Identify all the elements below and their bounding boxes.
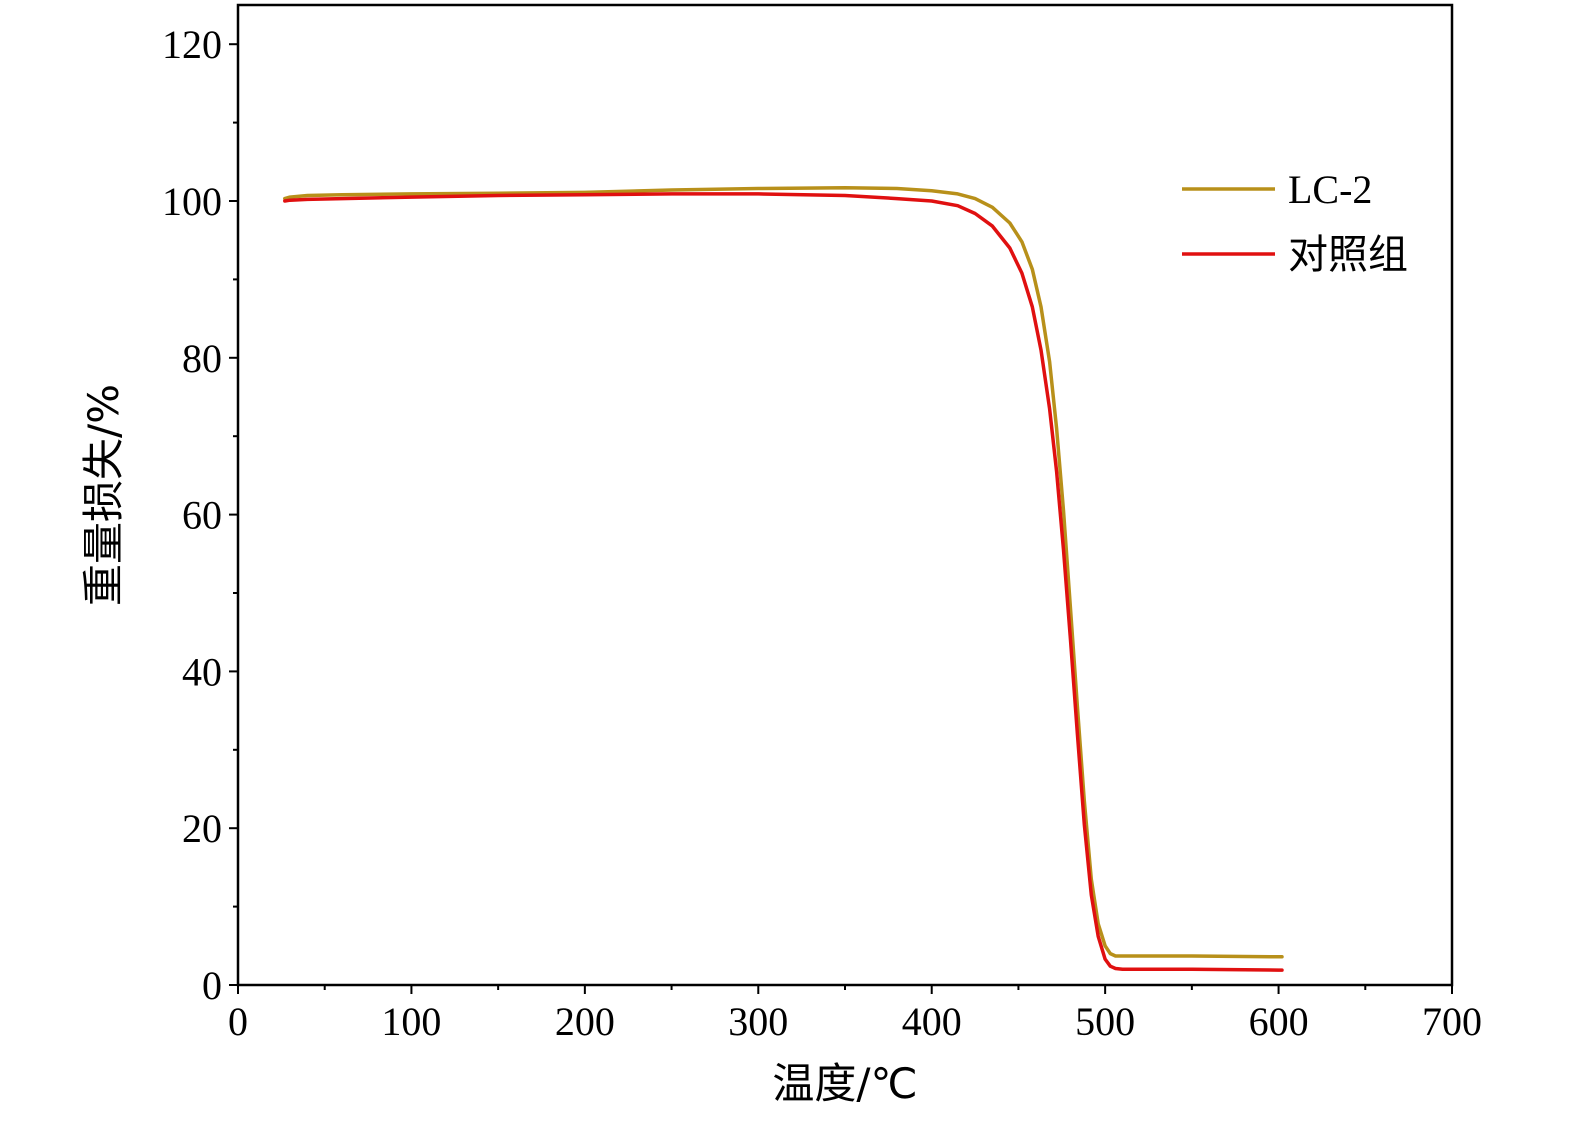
x-axis-title: 温度/℃ bbox=[772, 1059, 917, 1108]
y-tick-label: 120 bbox=[162, 22, 222, 67]
y-axis-title: 重量损失/% bbox=[79, 384, 128, 606]
x-tick-label: 500 bbox=[1075, 999, 1135, 1044]
x-tick-label: 600 bbox=[1249, 999, 1309, 1044]
y-tick-label: 40 bbox=[182, 649, 222, 694]
axis-tick-labels: 0 100 200 300 400 500 600 700 0 20 40 60 80 100 120 bbox=[162, 22, 1482, 1044]
data-series bbox=[283, 185, 1284, 972]
plot-frame bbox=[236, 3, 1454, 987]
x-tick-label: 200 bbox=[555, 999, 615, 1044]
y-tick-label: 100 bbox=[162, 179, 222, 224]
y-tick-label: 80 bbox=[182, 336, 222, 381]
x-tick-label: 100 bbox=[381, 999, 441, 1044]
y-tick-label: 60 bbox=[182, 493, 222, 538]
x-tick-label: 0 bbox=[228, 999, 248, 1044]
y-tick-label: 0 bbox=[202, 963, 222, 1008]
legend: LC-2 对照组 bbox=[1182, 167, 1408, 277]
x-tick-label: 400 bbox=[902, 999, 962, 1044]
y-tick-label: 20 bbox=[182, 806, 222, 851]
series-line-1 bbox=[283, 185, 1284, 959]
x-tick-label: 300 bbox=[728, 999, 788, 1044]
legend-label: LC-2 bbox=[1288, 167, 1372, 212]
legend-label: 对照组 bbox=[1288, 232, 1408, 277]
series-line-2 bbox=[283, 192, 1284, 972]
x-tick-label: 700 bbox=[1422, 999, 1482, 1044]
